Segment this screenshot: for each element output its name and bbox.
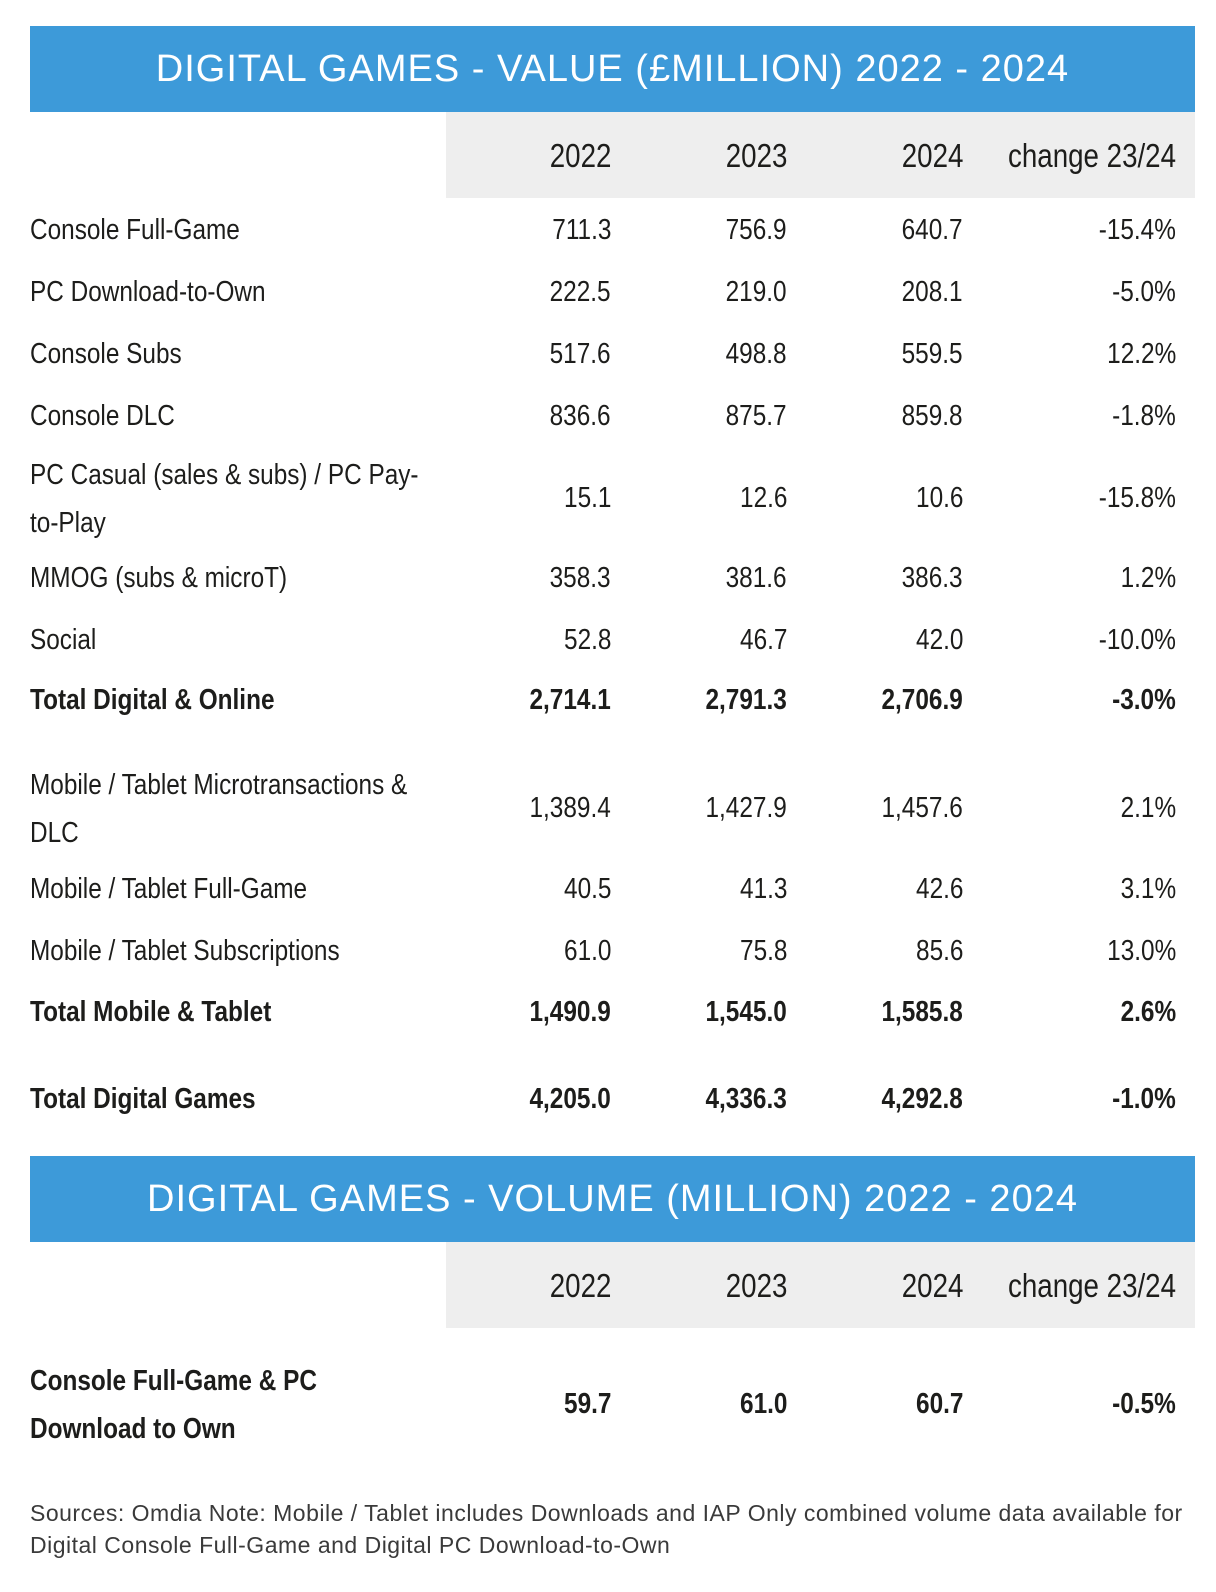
row-value-2022: 52.8 bbox=[563, 624, 611, 656]
grand-total-label: Total Digital Games bbox=[30, 1083, 256, 1115]
row-value-change: -15.8% bbox=[1098, 482, 1176, 514]
grand-total-value-change: -1.0% bbox=[1112, 1083, 1176, 1115]
row-value-2024: 208.1 bbox=[902, 276, 963, 308]
grand-total-value-2024: 4,292.8 bbox=[881, 1083, 963, 1115]
total-row-label: Total Digital & Online bbox=[30, 684, 275, 716]
total-row-value-2023: 2,791.3 bbox=[705, 684, 787, 716]
source-note: Sources: Omdia Note: Mobile / Tablet inc… bbox=[30, 1500, 1183, 1558]
value-header-2023: 2023 bbox=[725, 137, 787, 174]
row-value-2024: 85.6 bbox=[915, 935, 963, 967]
volume-header-2022: 2022 bbox=[549, 1267, 611, 1304]
total-row-value-2022: 1,490.9 bbox=[529, 996, 611, 1028]
row-value-change: 1.2% bbox=[1120, 562, 1176, 594]
value-header-2024: 2024 bbox=[901, 137, 963, 174]
row-value-2024: 859.8 bbox=[902, 400, 963, 432]
volume-row-label: Console Full-Game & PC Download to Own bbox=[30, 1365, 317, 1445]
row-value-2023: 1,427.9 bbox=[705, 792, 787, 824]
total-row-value-2023: 1,545.0 bbox=[705, 996, 787, 1028]
value-table-header-band bbox=[446, 112, 1195, 198]
total-row-value-2024: 1,585.8 bbox=[881, 996, 963, 1028]
row-value-2023: 12.6 bbox=[739, 482, 787, 514]
row-value-2022: 1,389.4 bbox=[529, 792, 611, 824]
grand-total-value-2023: 4,336.3 bbox=[705, 1083, 787, 1115]
row-value-2024: 10.6 bbox=[915, 482, 963, 514]
row-value-2022: 15.1 bbox=[563, 482, 611, 514]
row-label: PC Casual (sales & subs) / PC Pay-to-Pla… bbox=[30, 459, 419, 539]
row-value-change: -5.0% bbox=[1112, 276, 1176, 308]
row-value-2024: 640.7 bbox=[902, 214, 963, 246]
row-value-2024: 42.0 bbox=[915, 624, 963, 656]
row-label: Mobile / Tablet Full-Game bbox=[30, 873, 308, 905]
value-table-title: DIGITAL GAMES - VALUE (£MILLION) 2022 - … bbox=[30, 26, 1195, 112]
row-value-2022: 40.5 bbox=[563, 873, 611, 905]
row-label: Social bbox=[30, 624, 97, 656]
row-value-change: 13.0% bbox=[1106, 935, 1176, 967]
row-value-change: 2.1% bbox=[1120, 792, 1176, 824]
row-value-change: 3.1% bbox=[1120, 873, 1176, 905]
row-value-2022: 358.3 bbox=[550, 562, 611, 594]
row-value-2023: 219.0 bbox=[726, 276, 787, 308]
row-value-2024: 386.3 bbox=[902, 562, 963, 594]
row-value-2024: 1,457.6 bbox=[881, 792, 963, 824]
volume-row-value-2023: 61.0 bbox=[739, 1388, 787, 1420]
grand-total-value-2022: 4,205.0 bbox=[529, 1083, 611, 1115]
volume-header-2024: 2024 bbox=[901, 1267, 963, 1304]
row-value-change: -15.4% bbox=[1098, 214, 1176, 246]
row-value-2022: 711.3 bbox=[551, 214, 611, 246]
volume-row-value-2022: 59.7 bbox=[563, 1388, 611, 1420]
row-value-2023: 41.3 bbox=[739, 873, 787, 905]
value-header-2022: 2022 bbox=[549, 137, 611, 174]
row-value-change: -1.8% bbox=[1112, 400, 1176, 432]
row-value-2024: 42.6 bbox=[915, 873, 963, 905]
row-value-2022: 61.0 bbox=[563, 935, 611, 967]
value-header-change: change 23/24 bbox=[1007, 137, 1176, 174]
row-label: Console DLC bbox=[30, 400, 175, 432]
row-value-2023: 46.7 bbox=[739, 624, 787, 656]
row-value-2023: 75.8 bbox=[739, 935, 787, 967]
total-row-value-change: 2.6% bbox=[1120, 996, 1176, 1028]
total-row-value-2024: 2,706.9 bbox=[881, 684, 963, 716]
row-value-change: -10.0% bbox=[1098, 624, 1176, 656]
row-label: MMOG (subs & microT) bbox=[30, 562, 288, 594]
volume-row-value-2024: 60.7 bbox=[915, 1388, 963, 1420]
row-label: Mobile / Tablet Microtransactions & DLC bbox=[30, 769, 408, 849]
row-value-2022: 222.5 bbox=[550, 276, 611, 308]
row-value-2023: 381.6 bbox=[726, 562, 787, 594]
volume-table-title: DIGITAL GAMES - VOLUME (MILLION) 2022 - … bbox=[30, 1156, 1195, 1242]
row-label: Console Full-Game bbox=[30, 214, 240, 246]
row-value-2022: 517.6 bbox=[550, 338, 611, 370]
row-label: Console Subs bbox=[30, 338, 182, 370]
row-value-2023: 875.7 bbox=[726, 400, 787, 432]
row-value-change: 12.2% bbox=[1106, 338, 1176, 370]
row-label: Mobile / Tablet Subscriptions bbox=[30, 935, 340, 967]
total-row-value-2022: 2,714.1 bbox=[529, 684, 611, 716]
row-value-2022: 836.6 bbox=[550, 400, 611, 432]
volume-header-2023: 2023 bbox=[725, 1267, 787, 1304]
total-row-value-change: -3.0% bbox=[1112, 684, 1176, 716]
row-label: PC Download-to-Own bbox=[30, 276, 266, 308]
volume-row-value-change: -0.5% bbox=[1112, 1388, 1176, 1420]
volume-header-change: change 23/24 bbox=[1007, 1267, 1176, 1304]
row-value-2023: 498.8 bbox=[726, 338, 787, 370]
row-value-2023: 756.9 bbox=[726, 214, 787, 246]
total-row-label: Total Mobile & Tablet bbox=[30, 996, 272, 1028]
volume-table-header-band bbox=[446, 1242, 1195, 1328]
row-value-2024: 559.5 bbox=[902, 338, 963, 370]
